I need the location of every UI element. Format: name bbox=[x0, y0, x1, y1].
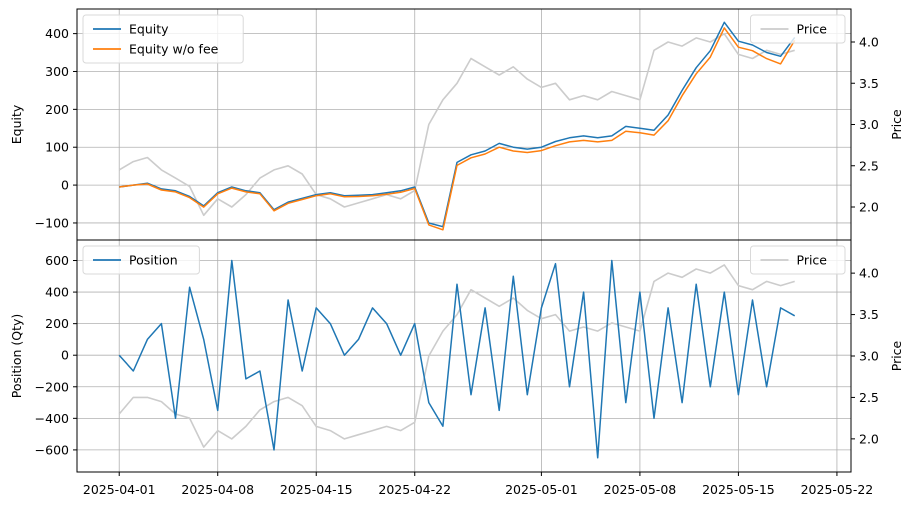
legend-box bbox=[82, 14, 244, 64]
series-line-price bbox=[118, 33, 795, 217]
series-line-equity-w-o-fee bbox=[119, 27, 796, 231]
legend-box bbox=[750, 245, 846, 275]
y-tick-label: −100 bbox=[35, 215, 69, 230]
y-tick-label: 400 bbox=[45, 285, 69, 300]
legend-box bbox=[750, 14, 846, 44]
series-line-position bbox=[118, 259, 796, 459]
legend-label: Price bbox=[797, 22, 828, 37]
x-tick-label: 2025-05-22 bbox=[801, 482, 874, 497]
y-tick-label: 100 bbox=[45, 140, 69, 155]
y-tick-label: −600 bbox=[35, 442, 69, 457]
series-line-price bbox=[118, 264, 795, 448]
legend-label: Equity w/o fee bbox=[129, 42, 219, 57]
y2-tick-label: 3.0 bbox=[859, 349, 879, 364]
x-tick-label: 2025-04-22 bbox=[378, 482, 451, 497]
y2-axis-label: Price bbox=[889, 340, 904, 371]
series-line-equity bbox=[119, 21, 796, 228]
x-tick-label: 2025-05-15 bbox=[702, 482, 775, 497]
equity-panel: −100 0 100 200 300 400 2.0 2.5 3.0 3.5 4.0 Equity Pr… bbox=[9, 8, 904, 241]
legend-label: Position bbox=[129, 253, 178, 268]
legend-label: Equity bbox=[129, 22, 169, 37]
legend-box bbox=[82, 245, 200, 275]
x-tick-label: 2025-05-01 bbox=[505, 482, 578, 497]
y-tick-label: 200 bbox=[45, 316, 69, 331]
y-tick-label: −400 bbox=[35, 411, 69, 426]
y-tick-label: 200 bbox=[45, 102, 69, 117]
x-tick-label: 2025-05-08 bbox=[604, 482, 677, 497]
y2-tick-label: 2.0 bbox=[859, 431, 879, 446]
y2-axis-label: Price bbox=[889, 109, 904, 140]
legend-right: Price bbox=[750, 14, 846, 44]
y2-tick-label: 4.0 bbox=[859, 266, 879, 281]
plot-area bbox=[77, 240, 851, 472]
y2-tick-label: 2.0 bbox=[859, 200, 879, 215]
x-tick-label: 2025-04-15 bbox=[280, 482, 353, 497]
x-tick-label: 2025-04-08 bbox=[181, 482, 254, 497]
legend-right: Price bbox=[750, 245, 846, 275]
y2-tick-label: 3.5 bbox=[859, 307, 879, 322]
x-axis: 2025-04-01 2025-04-08 2025-04-15 2025-04-22… bbox=[83, 472, 874, 497]
x-tick-label: 2025-04-01 bbox=[83, 482, 156, 497]
y2-tick-label: 4.0 bbox=[859, 35, 879, 50]
y2-tick-label: 3.5 bbox=[859, 76, 879, 91]
y-axis-label: Equity bbox=[9, 104, 24, 144]
y2-tick-label: 3.0 bbox=[859, 117, 879, 132]
y2-tick-label: 2.5 bbox=[859, 158, 879, 173]
legend-left: Position bbox=[82, 245, 200, 275]
y-tick-label: −200 bbox=[35, 379, 69, 394]
legend-label: Price bbox=[797, 253, 828, 268]
y2-tick-label: 2.5 bbox=[859, 390, 879, 405]
y-tick-label: 0 bbox=[61, 178, 69, 193]
legend-left: Equity Equity w/o fee bbox=[82, 14, 244, 64]
y-tick-label: 400 bbox=[45, 26, 69, 41]
position-panel: −600 −400 −200 0 200 400 600 2.0 2.5 3.0 3.5 4.0 Pos… bbox=[9, 239, 904, 473]
y-tick-label: 300 bbox=[45, 64, 69, 79]
y-tick-label: 600 bbox=[45, 253, 69, 268]
y-tick-label: 0 bbox=[61, 348, 69, 363]
y-axis-label: Position (Qty) bbox=[9, 314, 24, 399]
